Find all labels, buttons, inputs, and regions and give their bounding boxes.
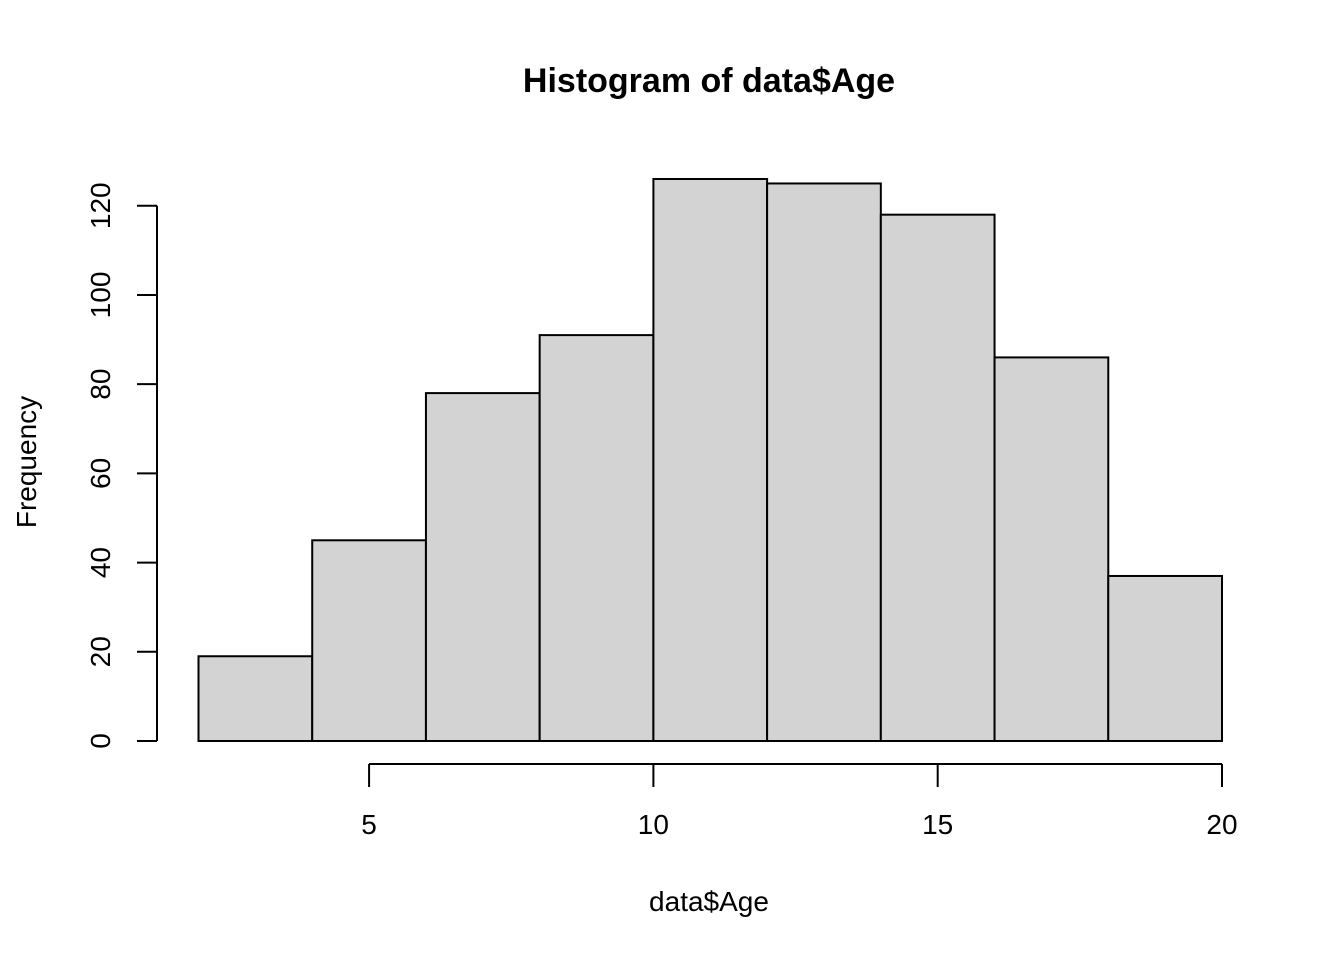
y-tick-label-0: 0 bbox=[85, 733, 116, 749]
chart-title: Histogram of data$Age bbox=[523, 62, 895, 100]
y-tick-label-100: 100 bbox=[85, 272, 116, 319]
y-axis: 0 20 40 60 80 100 120 bbox=[85, 182, 158, 749]
histogram-bar-6 bbox=[766, 182, 882, 742]
histogram-bar-8 bbox=[993, 356, 1110, 742]
y-tick-label-60: 60 bbox=[85, 458, 116, 489]
x-tick-label-15: 15 bbox=[922, 809, 953, 840]
y-tick-label-20: 20 bbox=[85, 636, 116, 667]
histogram-bar-4 bbox=[538, 334, 655, 742]
x-axis: 5 10 15 20 bbox=[361, 763, 1238, 840]
y-tick-label-80: 80 bbox=[85, 369, 116, 400]
histogram-bar-1 bbox=[197, 655, 314, 742]
histogram-bar-2 bbox=[311, 539, 427, 742]
x-tick-label-5: 5 bbox=[361, 809, 377, 840]
histogram-bar-9 bbox=[1107, 574, 1224, 742]
y-tick-label-40: 40 bbox=[85, 547, 116, 578]
histogram-bar-5 bbox=[652, 178, 769, 742]
y-axis-label: Frequency bbox=[11, 396, 42, 528]
histogram-bar-3 bbox=[424, 392, 541, 742]
y-tick-label-120: 120 bbox=[85, 182, 116, 229]
histogram-bar-7 bbox=[879, 213, 996, 742]
x-tick-label-10: 10 bbox=[638, 809, 669, 840]
x-axis-label: data$Age bbox=[649, 886, 769, 917]
x-tick-label-20: 20 bbox=[1206, 809, 1237, 840]
bars-group bbox=[197, 178, 1224, 742]
